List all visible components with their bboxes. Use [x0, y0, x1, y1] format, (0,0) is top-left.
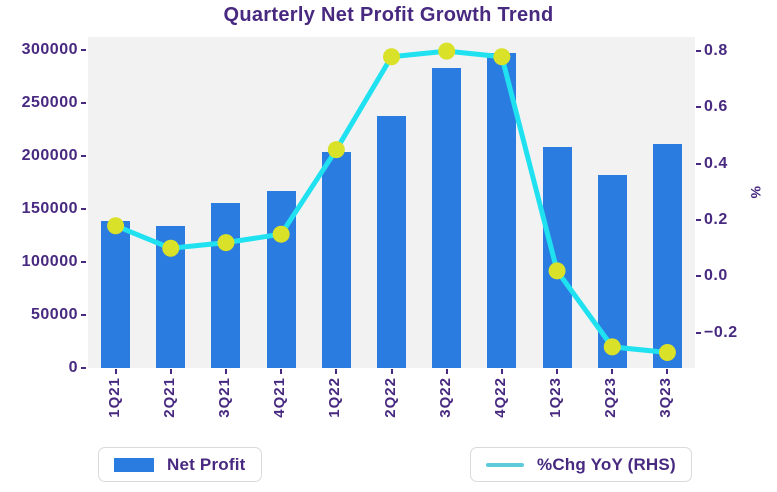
right-ytick-mark: [696, 106, 701, 109]
yoy-line-layer: [107, 42, 676, 362]
xtick-label-3q23: 3Q23: [657, 377, 675, 418]
left-ytick-mark: [81, 260, 86, 263]
xtick-mark: [666, 369, 669, 374]
left-ytick-mark: [81, 154, 86, 157]
yoy-marker-3q21: [217, 234, 235, 252]
left-ytick-label: 100000: [21, 252, 78, 270]
xtick-label-2q22: 2Q22: [381, 377, 399, 418]
xtick-mark: [556, 369, 559, 374]
left-ytick-mark: [81, 101, 86, 104]
left-ytick-label: 0: [68, 359, 78, 376]
left-ytick-label: 50000: [31, 305, 78, 323]
xtick-mark: [280, 369, 283, 374]
xtick-mark: [114, 369, 117, 374]
left-ytick-label: 250000: [21, 93, 78, 111]
legend-net-profit: Net Profit: [98, 447, 262, 482]
net-profit-bar-3q21: [211, 202, 241, 368]
chart-title: Quarterly Net Profit Growth Trend: [223, 4, 554, 26]
yoy-marker-3q22: [438, 42, 456, 60]
yoy-marker-1q23: [548, 262, 566, 280]
xtick-mark: [611, 369, 614, 374]
left-ytick-mark: [81, 367, 86, 369]
xtick-mark: [445, 369, 448, 374]
yoy-marker-2q21: [162, 239, 180, 257]
yoy-line-swatch-icon: [486, 462, 524, 467]
yoy-marker-4q21: [272, 225, 290, 243]
legend-net-profit-label: Net Profit: [167, 454, 246, 474]
xtick-label-4q21: 4Q21: [271, 377, 289, 418]
yoy-line: [113, 48, 670, 356]
right-ytick-mark: [696, 275, 701, 278]
xtick-mark: [224, 369, 227, 374]
net-profit-bar-4q22: [487, 52, 517, 368]
xtick-label-1q22: 1Q22: [326, 377, 344, 418]
right-ytick-label: 0.6: [704, 98, 728, 116]
right-ytick-mark: [696, 50, 701, 53]
right-ytick-label: 0.4: [704, 154, 728, 172]
xtick-label-4q22: 4Q22: [491, 377, 509, 418]
right-ytick-label: 0.0: [704, 267, 728, 285]
xtick-label-1q21: 1Q21: [105, 377, 123, 418]
right-ytick-mark: [696, 331, 701, 334]
right-ytick-mark: [696, 162, 701, 165]
left-ytick-mark: [81, 313, 86, 316]
net-profit-bar-2q22: [377, 115, 406, 368]
xtick-mark: [169, 369, 172, 374]
net-profit-bar-1q21: [101, 220, 131, 368]
xtick-label-1q23: 1Q23: [547, 377, 565, 418]
net-profit-swatch-icon: [114, 457, 154, 472]
xtick-mark: [335, 369, 338, 374]
xtick-label-2q23: 2Q23: [602, 377, 620, 418]
xtick-label-3q21: 3Q21: [215, 377, 233, 418]
right-axis-label: %: [748, 186, 764, 199]
yoy-marker-1q22: [327, 141, 345, 159]
xtick-label-3q22: 3Q22: [436, 377, 454, 418]
yoy-marker-3q23: [658, 344, 676, 362]
legend-yoy-label: %Chg YoY (RHS): [537, 454, 676, 474]
net-profit-bar-3q22: [432, 67, 462, 368]
right-ytick-label: 0.2: [704, 211, 728, 229]
left-ytick-mark: [81, 207, 86, 210]
right-ytick-label: −0.2: [704, 323, 738, 341]
left-ytick-mark: [81, 48, 86, 51]
yoy-marker-2q22: [383, 48, 400, 66]
xtick-mark: [500, 369, 503, 374]
yoy-marker-1q21: [107, 217, 125, 235]
legend-yoy: %Chg YoY (RHS): [470, 447, 692, 482]
left-ytick-label: 200000: [21, 146, 78, 164]
xtick-label-2q21: 2Q21: [160, 377, 178, 418]
right-ytick-mark: [696, 219, 701, 222]
net-profit-bar-3q23: [652, 144, 682, 368]
left-ytick-label: 150000: [21, 199, 78, 217]
plot-area: [88, 37, 695, 368]
right-ytick-label: 0.8: [704, 42, 728, 60]
xtick-mark: [390, 369, 393, 374]
yoy-marker-2q23: [603, 338, 621, 356]
net-profit-bar-1q23: [542, 147, 572, 368]
left-ytick-label: 300000: [21, 40, 78, 58]
yoy-marker-4q22: [493, 48, 511, 66]
net-profit-bar-1q22: [321, 151, 351, 368]
